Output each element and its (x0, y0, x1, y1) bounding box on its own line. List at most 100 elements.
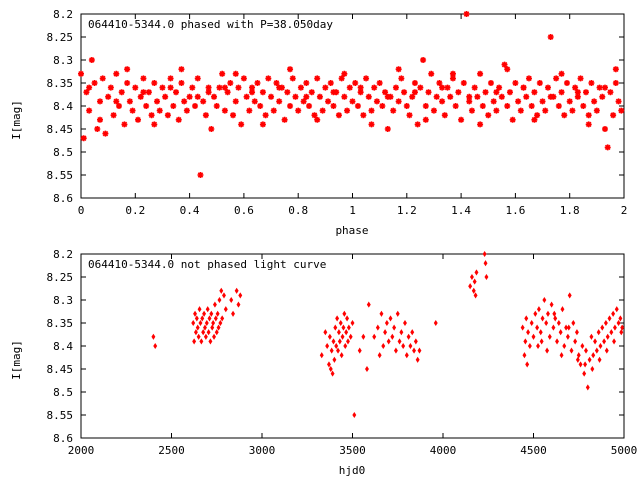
phased-data-point (439, 98, 446, 105)
phased-data-point (395, 98, 402, 105)
phased-data-point (287, 103, 294, 109)
unphased-data-point (236, 301, 241, 308)
unphased-data-point (211, 319, 216, 327)
unphased-data-point (551, 324, 556, 331)
unphased-data-point (470, 273, 474, 281)
phased-data-point (314, 75, 321, 82)
unphased-data-point (334, 342, 339, 350)
unphased-data-point (361, 333, 366, 340)
phased-data-point (601, 126, 608, 132)
phased-data-point (607, 89, 614, 96)
unphased-data-point (605, 333, 610, 340)
phased-data-point (395, 66, 402, 73)
phased-data-point (257, 103, 264, 109)
unphased-data-point (560, 306, 565, 313)
unphased-data-point (336, 347, 340, 354)
unphased-data-point (375, 324, 380, 331)
phased-plot-frame (80, 13, 625, 199)
unphased-data-point (341, 324, 346, 331)
phased-data-point (346, 84, 353, 91)
unphased-data-point (327, 361, 331, 368)
phased-data-point (276, 84, 283, 91)
unphased-data-point (193, 329, 198, 336)
phased-data-point (235, 84, 242, 91)
phased-data-point (368, 107, 375, 114)
phased-data-point (325, 98, 332, 105)
phased-data-point (292, 93, 299, 100)
unphased-data-point (612, 324, 617, 331)
phased-data-point (458, 116, 465, 123)
phased-data-point (289, 75, 296, 82)
phased-data-point (466, 98, 473, 105)
phased-data-point (181, 98, 188, 105)
phased-data-point (506, 89, 513, 96)
phased-data-point (330, 103, 337, 109)
unphased-data-point (473, 292, 478, 299)
unphased-data-point (207, 315, 212, 322)
unphased-data-point (346, 324, 351, 331)
unphased-data-point (384, 319, 389, 327)
phased-x-tick-label: 1.2 (397, 204, 417, 217)
phased-data-point (357, 89, 364, 96)
unphased-data-point (204, 319, 209, 327)
phased-data-point (428, 70, 435, 77)
unphased-data-point (330, 370, 335, 377)
phased-data-point (599, 93, 606, 100)
phased-data-point (319, 107, 326, 114)
unphased-data-points (151, 250, 625, 419)
phased-data-point (341, 70, 348, 77)
phased-data-point (447, 93, 454, 100)
phased-data-point (569, 107, 576, 114)
phased-data-point (91, 80, 98, 86)
phased-data-point (612, 80, 619, 86)
phased-data-point (194, 75, 201, 82)
phased-data-point (94, 126, 101, 132)
unphased-data-point (220, 315, 225, 322)
phased-data-point (534, 112, 541, 119)
phased-data-point (563, 80, 570, 86)
unphased-data-point (348, 333, 353, 340)
phased-data-point (306, 103, 313, 109)
unphased-data-point (386, 338, 391, 345)
unphased-data-point (482, 250, 487, 258)
phased-data-point (178, 66, 185, 73)
phased-y-tick-label: 8.5 (53, 146, 73, 159)
phased-data-point (401, 89, 408, 96)
unphased-data-point (544, 319, 549, 327)
unphased-data-point (397, 338, 402, 345)
unphased-data-point (338, 319, 343, 327)
unphased-data-point (231, 310, 235, 317)
phased-data-point (338, 75, 345, 82)
unphased-data-point (578, 361, 583, 368)
phased-data-point (436, 80, 443, 86)
unphased-data-point (542, 296, 547, 304)
phased-data-point (496, 84, 503, 91)
phased-data-point (558, 89, 565, 96)
phased-data-point (463, 11, 470, 17)
unphased-data-point (531, 333, 536, 340)
unphased-data-point (340, 333, 345, 340)
phased-data-point (449, 70, 456, 77)
unphased-data-point (406, 333, 411, 340)
phased-data-point (162, 93, 169, 100)
phased-data-point (610, 112, 617, 119)
phased-data-point (276, 98, 283, 105)
unphased-data-point (433, 319, 438, 327)
unphased-data-point (201, 329, 206, 336)
unphased-x-axis-label: hjd0 (339, 464, 366, 477)
phased-data-point (596, 84, 603, 91)
phased-data-point (254, 80, 261, 86)
unphased-data-point (219, 287, 224, 294)
unphased-y-tick-label: 8.25 (47, 271, 74, 284)
unphased-data-point (574, 329, 579, 336)
unphased-data-point (549, 301, 554, 308)
unphased-data-point (203, 324, 207, 331)
phased-data-point (471, 84, 478, 91)
unphased-data-point (614, 306, 619, 313)
phased-data-point (422, 103, 429, 109)
unphased-data-point (587, 356, 592, 363)
unphased-data-point (604, 347, 609, 354)
unphased-data-point (325, 342, 330, 350)
phased-data-point (485, 112, 492, 119)
unphased-data-point (594, 347, 599, 354)
